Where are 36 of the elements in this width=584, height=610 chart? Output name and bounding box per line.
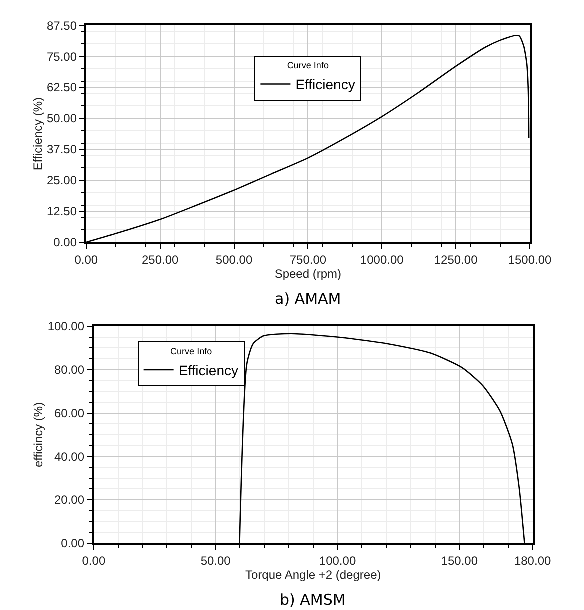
x-axis-title: Torque Angle +2 (degree) [245,568,382,582]
x-tick-label: 180.00 [514,554,552,568]
y-tick-label: 0.00 [61,536,85,551]
legend-label: Efficiency [296,76,356,93]
y-tick-label: 37.50 [46,142,78,157]
y-tick-label: 12.50 [46,204,78,219]
x-tick-label: 0.00 [74,252,98,267]
y-tick-label: 20.00 [54,493,85,508]
x-tick-label: 750.00 [290,252,327,267]
y-tick-label: 87.50 [46,18,78,33]
x-tick-label: 1000.00 [360,252,404,267]
y-tick-label: 80.00 [54,363,85,378]
x-tick-label: 250.00 [142,252,180,267]
text: b) AMSM [280,591,346,609]
y-tick-label: 40.00 [54,450,85,464]
x-tick-label: 50.00 [200,554,232,568]
x-tick-label: 100.00 [319,554,356,568]
x-tick-label: 500.00 [216,252,253,267]
legend-title: Curve Info [170,346,212,356]
y-tick-label: 75.00 [46,50,78,64]
y-tick-label: 0.00 [54,236,78,250]
legend-title: Curve Info [287,60,329,71]
x-tick-label: 0.00 [82,554,106,568]
y-tick-label: 25.00 [46,174,78,188]
x-axis-title: Speed (rpm) [274,266,342,281]
y-tick-label: 100.00 [48,320,85,334]
y-tick-label: 60.00 [54,406,85,420]
text: a) AMAM [275,290,342,308]
x-tick-label: 1500.00 [508,252,552,267]
y-axis-title: Efficiency (%) [30,97,45,171]
x-tick-label: 150.00 [441,554,478,568]
x-tick-label: 1250.00 [434,252,478,267]
y-axis-title: efficincy (%) [32,402,46,468]
y-tick-label: 50.00 [46,112,78,126]
legend-label: Efficiency [178,362,238,378]
y-tick-label: 62.50 [46,80,78,95]
